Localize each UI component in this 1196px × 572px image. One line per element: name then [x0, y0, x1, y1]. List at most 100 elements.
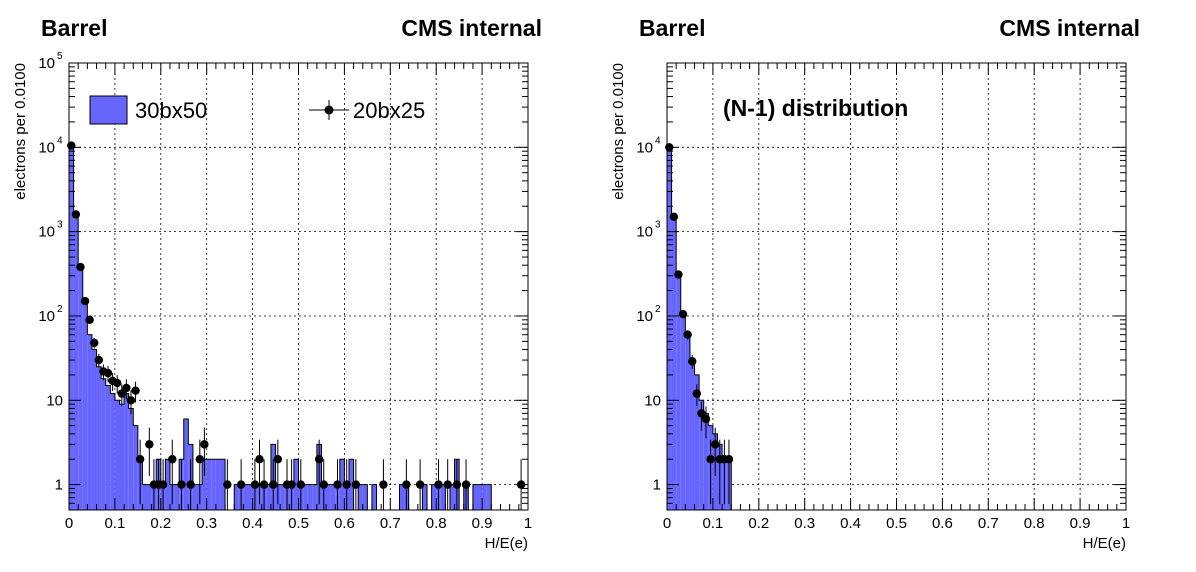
histogram-bar	[703, 413, 709, 510]
data-point	[724, 455, 734, 464]
x-tick-label: 0.3	[794, 515, 815, 532]
histogram-bar	[192, 484, 198, 510]
y-tick-label: 10	[636, 224, 653, 241]
histogram-bar	[142, 484, 148, 510]
data-point	[195, 455, 205, 464]
x-tick-label: 0.1	[104, 515, 125, 532]
data-point	[452, 480, 462, 489]
data-point	[223, 480, 232, 489]
data-point	[683, 330, 692, 339]
data-point	[333, 480, 342, 489]
histogram-bar	[303, 484, 308, 510]
data-point	[402, 480, 411, 489]
histogram-bar	[348, 459, 354, 510]
histogram-bar	[128, 408, 134, 510]
y-tick-exponent: 3	[655, 220, 661, 231]
histogram-bar	[431, 484, 437, 510]
data-point	[443, 480, 452, 489]
x-tick-label: 0.5	[288, 515, 309, 532]
histogram-bar	[699, 400, 704, 510]
x-tick-label: 0.2	[748, 515, 769, 532]
data-point	[688, 357, 697, 366]
data-point	[186, 480, 195, 489]
data-point	[710, 440, 720, 449]
histogram-bar	[206, 459, 212, 510]
x-tick-label: 0.3	[196, 515, 217, 532]
marker-series	[67, 141, 526, 510]
x-tick-label: 0.7	[978, 515, 999, 532]
x-tick-label: 0.6	[334, 515, 355, 532]
data-point	[103, 368, 113, 378]
histogram-bar	[124, 393, 129, 510]
x-tick-label: 0.9	[1070, 515, 1091, 532]
histogram-bar	[472, 484, 478, 510]
y-tick-label: 10	[644, 392, 661, 409]
histogram-bar	[667, 149, 672, 510]
x-tick-label: 0.8	[1024, 515, 1045, 532]
histogram-bar	[671, 216, 677, 510]
data-point	[85, 315, 94, 325]
data-point	[461, 480, 471, 489]
data-point	[701, 414, 711, 424]
data-point	[692, 389, 702, 398]
histogram-bar	[202, 459, 207, 510]
region-label: Barrel	[639, 15, 705, 41]
marker-series	[665, 143, 734, 505]
histogram-bar	[73, 216, 79, 510]
y-tick-label: 1	[55, 477, 63, 494]
histogram-bar	[147, 484, 152, 510]
legend-swatch-histogram	[89, 95, 128, 125]
x-tick-label: 0	[663, 515, 671, 532]
chart-panel-1: 0 0.1 0.2 0.3 0.4 0.5 0.6 0.7 0.8 0.9 1 H/E(e) 1 10 10…	[12, 15, 542, 552]
data-point	[319, 480, 328, 489]
histogram-bar	[399, 484, 405, 510]
y-tick-label: 1	[653, 477, 661, 494]
data-point	[273, 455, 283, 464]
data-point	[131, 386, 140, 395]
histogram-bar	[358, 484, 363, 510]
histogram-bar	[110, 393, 115, 510]
histogram-bar	[114, 400, 120, 510]
data-point	[296, 480, 305, 489]
x-tick-label: 0.5	[886, 515, 907, 532]
legend-label: 20bx25	[353, 98, 425, 123]
histogram-bar	[78, 267, 83, 510]
data-point	[168, 455, 177, 464]
data-point	[145, 440, 154, 449]
y-axis-label: electrons per 0.0100	[12, 63, 29, 200]
legend: 30bx50 20bx25	[89, 95, 425, 125]
data-point	[342, 480, 351, 489]
histogram-bar	[339, 459, 345, 510]
data-point	[678, 309, 688, 319]
data-point	[287, 480, 296, 489]
data-point	[674, 270, 683, 279]
data-point	[236, 480, 246, 489]
histogram-bar	[680, 315, 686, 510]
histogram-bar	[101, 378, 106, 510]
histogram-bar	[482, 484, 487, 510]
histogram-bar	[307, 484, 313, 510]
legend-marker	[324, 105, 334, 115]
y-tick-label: 10	[38, 139, 55, 156]
histogram-bar	[248, 484, 253, 510]
data-point	[200, 440, 209, 449]
histogram-bar	[280, 484, 285, 510]
histogram-bar	[362, 484, 368, 510]
histogram-bar	[676, 275, 681, 510]
histogram-bar	[689, 360, 695, 510]
x-axis: 0 0.1 0.2 0.3 0.4 0.5 0.6 0.7 0.8 0.9 1 H/E(e)	[663, 63, 1130, 552]
data-point	[255, 455, 264, 464]
histogram-bar	[91, 349, 97, 510]
x-tick-label: 0.2	[150, 515, 171, 532]
data-point	[697, 409, 706, 418]
y-tick-label: 10	[636, 139, 653, 156]
histogram-bar	[371, 484, 377, 510]
x-tick-label: 1	[1122, 515, 1130, 532]
x-tick-label: 1	[524, 515, 532, 532]
x-tick-label: 0.9	[472, 515, 493, 532]
histogram-bar	[440, 484, 446, 510]
histogram-bar	[87, 334, 92, 510]
grid-lines	[667, 63, 1126, 510]
y-tick-label: 10	[38, 55, 55, 72]
